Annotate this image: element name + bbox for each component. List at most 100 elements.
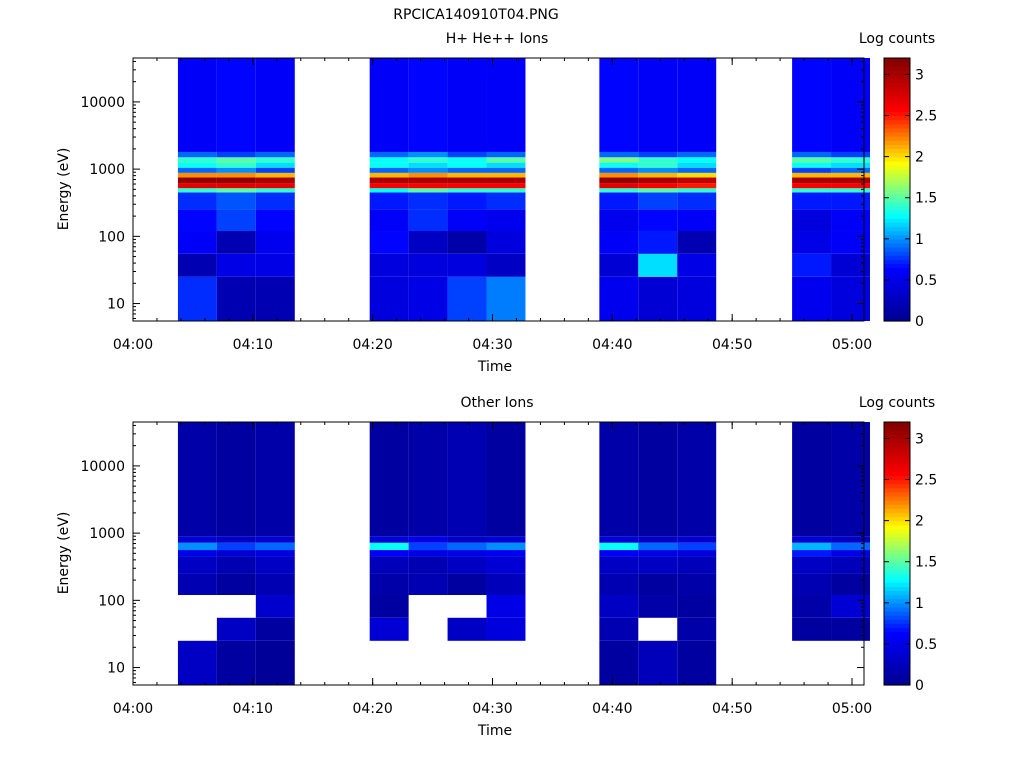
heatmap-cell bbox=[486, 595, 526, 618]
colorbar-segment bbox=[884, 300, 910, 306]
panel-h-he-ions: H+ He++ Ions Log counts Time Energy (eV)… bbox=[56, 31, 937, 375]
heatmap-cell bbox=[792, 276, 832, 321]
colorbar-segment bbox=[884, 598, 910, 604]
heatmap-cell bbox=[177, 253, 217, 277]
heatmap-cell bbox=[255, 192, 295, 210]
x-tick-label: 04:40 bbox=[592, 701, 632, 717]
heatmap-cell bbox=[408, 556, 448, 574]
colorbar-segment bbox=[884, 271, 910, 277]
heatmap-cell bbox=[177, 422, 217, 537]
y-tick-label: 10 bbox=[107, 297, 125, 313]
colorbar-segment bbox=[884, 62, 910, 67]
heatmap-cell bbox=[677, 542, 717, 551]
colorbar-segment bbox=[884, 177, 910, 182]
heatmap-cell bbox=[408, 167, 448, 173]
heatmap-cell bbox=[638, 536, 678, 543]
colorbar-segment bbox=[884, 218, 910, 223]
heatmap-cell bbox=[447, 177, 487, 184]
heatmap-cell bbox=[177, 550, 217, 557]
panel-title: H+ He++ Ions bbox=[446, 31, 549, 47]
heatmap-cell bbox=[677, 192, 717, 210]
colorbar-segment bbox=[884, 615, 910, 620]
heatmap-cell bbox=[677, 209, 717, 232]
colorbar-segment bbox=[884, 565, 910, 571]
colorbar-segment bbox=[884, 590, 910, 596]
colorbar-segment bbox=[884, 275, 910, 281]
colorbar-segment bbox=[884, 247, 910, 252]
heatmap-cell bbox=[216, 162, 256, 168]
colorbar-tick-label: 1.5 bbox=[915, 191, 937, 207]
colorbar-segment bbox=[884, 574, 910, 579]
heatmap-cell bbox=[599, 542, 639, 551]
heatmap-cell bbox=[408, 536, 448, 543]
heatmap-cell bbox=[677, 595, 717, 618]
heatmap-cell bbox=[216, 151, 256, 158]
colorbar-segment bbox=[884, 545, 910, 550]
heatmap-cell bbox=[486, 192, 526, 210]
colorbar-segment bbox=[884, 259, 910, 265]
colorbar-segment bbox=[884, 168, 910, 174]
heatmap-cell bbox=[447, 573, 487, 596]
colorbar-segment bbox=[884, 136, 910, 141]
heatmap-cell bbox=[486, 573, 526, 596]
heatmap-cell bbox=[792, 183, 832, 189]
heatmap-cell bbox=[216, 157, 256, 163]
colorbar-segment bbox=[884, 70, 910, 76]
colorbar-segment bbox=[884, 471, 910, 477]
heatmap-cell bbox=[638, 188, 678, 193]
colorbar-segment bbox=[884, 438, 910, 444]
heatmap-cell bbox=[599, 276, 639, 321]
x-tick-label: 04:30 bbox=[472, 701, 512, 717]
heatmap-cell bbox=[369, 167, 409, 173]
heatmap-cell bbox=[792, 556, 832, 574]
heatmap-cell bbox=[255, 422, 295, 537]
heatmap-cell bbox=[638, 157, 678, 163]
x-tick-label: 04:20 bbox=[352, 337, 392, 353]
colorbar-tick-label: 1 bbox=[915, 232, 924, 248]
heatmap-cell bbox=[216, 253, 256, 277]
heatmap-cell bbox=[638, 58, 678, 152]
heatmap-cell bbox=[599, 157, 639, 163]
heatmap-cell bbox=[408, 183, 448, 189]
heatmap-cell bbox=[369, 157, 409, 163]
heatmap-cell bbox=[486, 58, 526, 152]
heatmap-cell bbox=[177, 542, 217, 551]
heatmap-cell bbox=[599, 556, 639, 574]
heatmap-cell bbox=[599, 422, 639, 537]
heatmap-cell bbox=[177, 188, 217, 193]
colorbar-segment bbox=[884, 214, 910, 219]
heatmap-cell bbox=[677, 167, 717, 173]
heatmap-cell bbox=[447, 617, 487, 641]
heatmap-cells bbox=[177, 422, 870, 685]
heatmap-cell bbox=[638, 542, 678, 551]
colorbar-segment bbox=[884, 66, 910, 71]
colorbar-segment bbox=[884, 308, 910, 314]
heatmap-cell bbox=[599, 573, 639, 596]
heatmap-cell bbox=[369, 162, 409, 168]
heatmap-cell bbox=[216, 167, 256, 173]
heatmap-cell bbox=[369, 276, 409, 321]
heatmap-cell bbox=[447, 231, 487, 254]
y-tick-label: 100 bbox=[98, 229, 125, 245]
heatmap-cell bbox=[831, 617, 870, 641]
heatmap-cell bbox=[255, 617, 295, 641]
heatmap-cell bbox=[447, 542, 487, 551]
colorbar-segment bbox=[884, 660, 910, 666]
heatmap-cell bbox=[369, 177, 409, 184]
heatmap-cell bbox=[486, 556, 526, 574]
heatmap-cell bbox=[216, 573, 256, 596]
colorbar-segment bbox=[884, 627, 910, 633]
heatmap-cell bbox=[447, 58, 487, 152]
heatmap-cell bbox=[216, 536, 256, 543]
heatmap-cell bbox=[831, 550, 870, 557]
heatmap-cell bbox=[408, 162, 448, 168]
heatmap-cell bbox=[369, 183, 409, 189]
colorbar-segment bbox=[884, 86, 910, 92]
heatmap-cell bbox=[216, 183, 256, 189]
heatmap-cell bbox=[486, 253, 526, 277]
heatmap-cell bbox=[369, 151, 409, 158]
heatmap-cell bbox=[486, 617, 526, 641]
colorbar-segment bbox=[884, 222, 910, 228]
axes: 04:00 04:10 04:20 04:30 04:40 04:50 05:00 10 100… bbox=[80, 421, 872, 717]
heatmap-cell bbox=[369, 556, 409, 574]
